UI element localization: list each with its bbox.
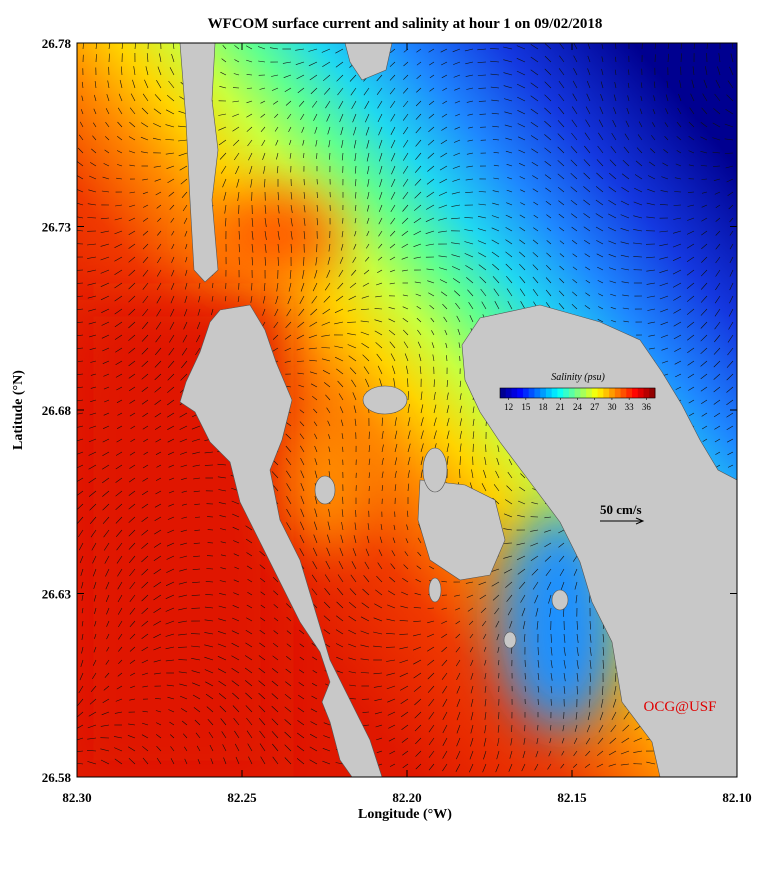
- land: [363, 386, 407, 414]
- colorbar-cell: [557, 388, 563, 398]
- colorbar-cell: [638, 388, 644, 398]
- land: [423, 448, 447, 492]
- colorbar-cell: [511, 388, 517, 398]
- colorbar-tick-label: 36: [642, 402, 652, 412]
- colorbar-cell: [506, 388, 512, 398]
- colorbar-cell: [626, 388, 632, 398]
- colorbar-cell: [540, 388, 546, 398]
- colorbar-cell: [621, 388, 627, 398]
- x-tick-label: 82.30: [62, 790, 91, 805]
- x-tick-label: 82.25: [227, 790, 257, 805]
- colorbar-cell: [563, 388, 569, 398]
- colorbar-tick-label: 27: [590, 402, 600, 412]
- colorbar-cell: [649, 388, 655, 398]
- colorbar-tick-label: 12: [504, 402, 513, 412]
- land: [552, 590, 568, 610]
- colorbar-cell: [580, 388, 586, 398]
- colorbar-cell: [586, 388, 592, 398]
- colorbar-cell: [609, 388, 615, 398]
- colorbar-cell: [615, 388, 621, 398]
- colorbar-cell: [529, 388, 535, 398]
- colorbar-tick-label: 24: [573, 402, 583, 412]
- colorbar-cell: [569, 388, 575, 398]
- colorbar-cell: [603, 388, 609, 398]
- colorbar-cell: [575, 388, 581, 398]
- colorbar-tick-label: 15: [521, 402, 531, 412]
- colorbar-title: Salinity (psu): [551, 372, 605, 383]
- x-axis-label: Longitude (°W): [358, 807, 452, 822]
- colorbar-cell: [546, 388, 552, 398]
- colorbar-cell: [534, 388, 540, 398]
- colorbar-cell: [592, 388, 598, 398]
- credit: OCG@USF: [643, 699, 716, 715]
- colorbar-cell: [552, 388, 558, 398]
- colorbar-cell: [500, 388, 506, 398]
- colorbar-cell: [523, 388, 529, 398]
- scale-label: 50 cm/s: [600, 502, 642, 517]
- y-tick-label: 26.58: [42, 770, 72, 785]
- salinity-field: [210, 190, 340, 280]
- colorbar-cell: [598, 388, 604, 398]
- map-area: [74, 40, 737, 777]
- y-tick-label: 26.78: [42, 36, 72, 51]
- colorbar-tick-label: 21: [556, 402, 565, 412]
- y-tick-label: 26.73: [42, 220, 72, 235]
- land: [429, 578, 441, 602]
- y-tick-label: 26.68: [42, 403, 72, 418]
- x-tick-label: 82.15: [557, 790, 587, 805]
- land: [315, 476, 335, 504]
- colorbar-tick-label: 18: [539, 402, 549, 412]
- chart-title: WFCOM surface current and salinity at ho…: [208, 16, 603, 32]
- x-tick-label: 82.20: [392, 790, 421, 805]
- colorbar-cell: [644, 388, 650, 398]
- colorbar-tick-label: 33: [625, 402, 635, 412]
- colorbar-tick-label: 30: [607, 402, 617, 412]
- colorbar-cell: [517, 388, 523, 398]
- y-axis-label: Latitude (°N): [11, 370, 26, 450]
- y-tick-label: 26.63: [42, 587, 72, 602]
- x-tick-label: 82.10: [722, 790, 751, 805]
- land: [504, 632, 516, 648]
- colorbar-cell: [632, 388, 638, 398]
